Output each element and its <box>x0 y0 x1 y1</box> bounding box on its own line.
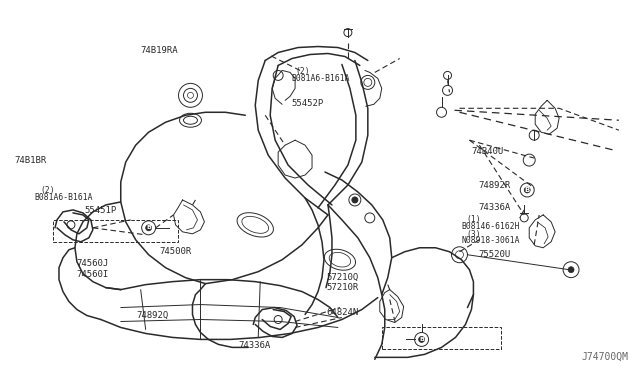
Text: (2): (2) <box>41 186 55 195</box>
Text: 57210R: 57210R <box>326 283 358 292</box>
Text: 57210Q: 57210Q <box>326 273 358 282</box>
Text: 74560J: 74560J <box>76 259 109 268</box>
Text: B: B <box>146 225 151 230</box>
Text: 55451P: 55451P <box>84 206 116 215</box>
Text: 74336A: 74336A <box>478 203 510 212</box>
Text: 74B1BR: 74B1BR <box>14 156 46 165</box>
Circle shape <box>568 267 574 273</box>
Text: J74700QM: J74700QM <box>582 351 629 361</box>
Circle shape <box>524 187 530 193</box>
Bar <box>382 327 501 349</box>
Text: 74B40U: 74B40U <box>472 147 504 156</box>
Text: (1): (1) <box>467 215 481 224</box>
Text: 74B19RA: 74B19RA <box>140 46 178 55</box>
Text: N08918-3061A: N08918-3061A <box>461 236 520 246</box>
Circle shape <box>146 225 152 231</box>
Text: B: B <box>525 187 530 193</box>
Text: (2): (2) <box>296 67 310 76</box>
Text: 74500R: 74500R <box>159 247 191 256</box>
Text: 64824N: 64824N <box>326 308 358 317</box>
Text: 75520U: 75520U <box>478 250 510 259</box>
Text: 74560I: 74560I <box>76 270 109 279</box>
Circle shape <box>419 336 424 342</box>
Circle shape <box>352 197 358 203</box>
Text: 74336A: 74336A <box>239 341 271 350</box>
Bar <box>53 220 177 242</box>
Text: B08146-6162H: B08146-6162H <box>461 221 520 231</box>
Text: 74892Q: 74892Q <box>136 311 168 320</box>
Text: 74892R: 74892R <box>478 181 510 190</box>
Text: B081A6-B161A: B081A6-B161A <box>35 193 93 202</box>
Text: B: B <box>419 337 424 342</box>
Text: B081A6-B161A: B081A6-B161A <box>291 74 350 83</box>
Text: (3): (3) <box>467 230 481 239</box>
Text: 55452P: 55452P <box>291 99 324 108</box>
